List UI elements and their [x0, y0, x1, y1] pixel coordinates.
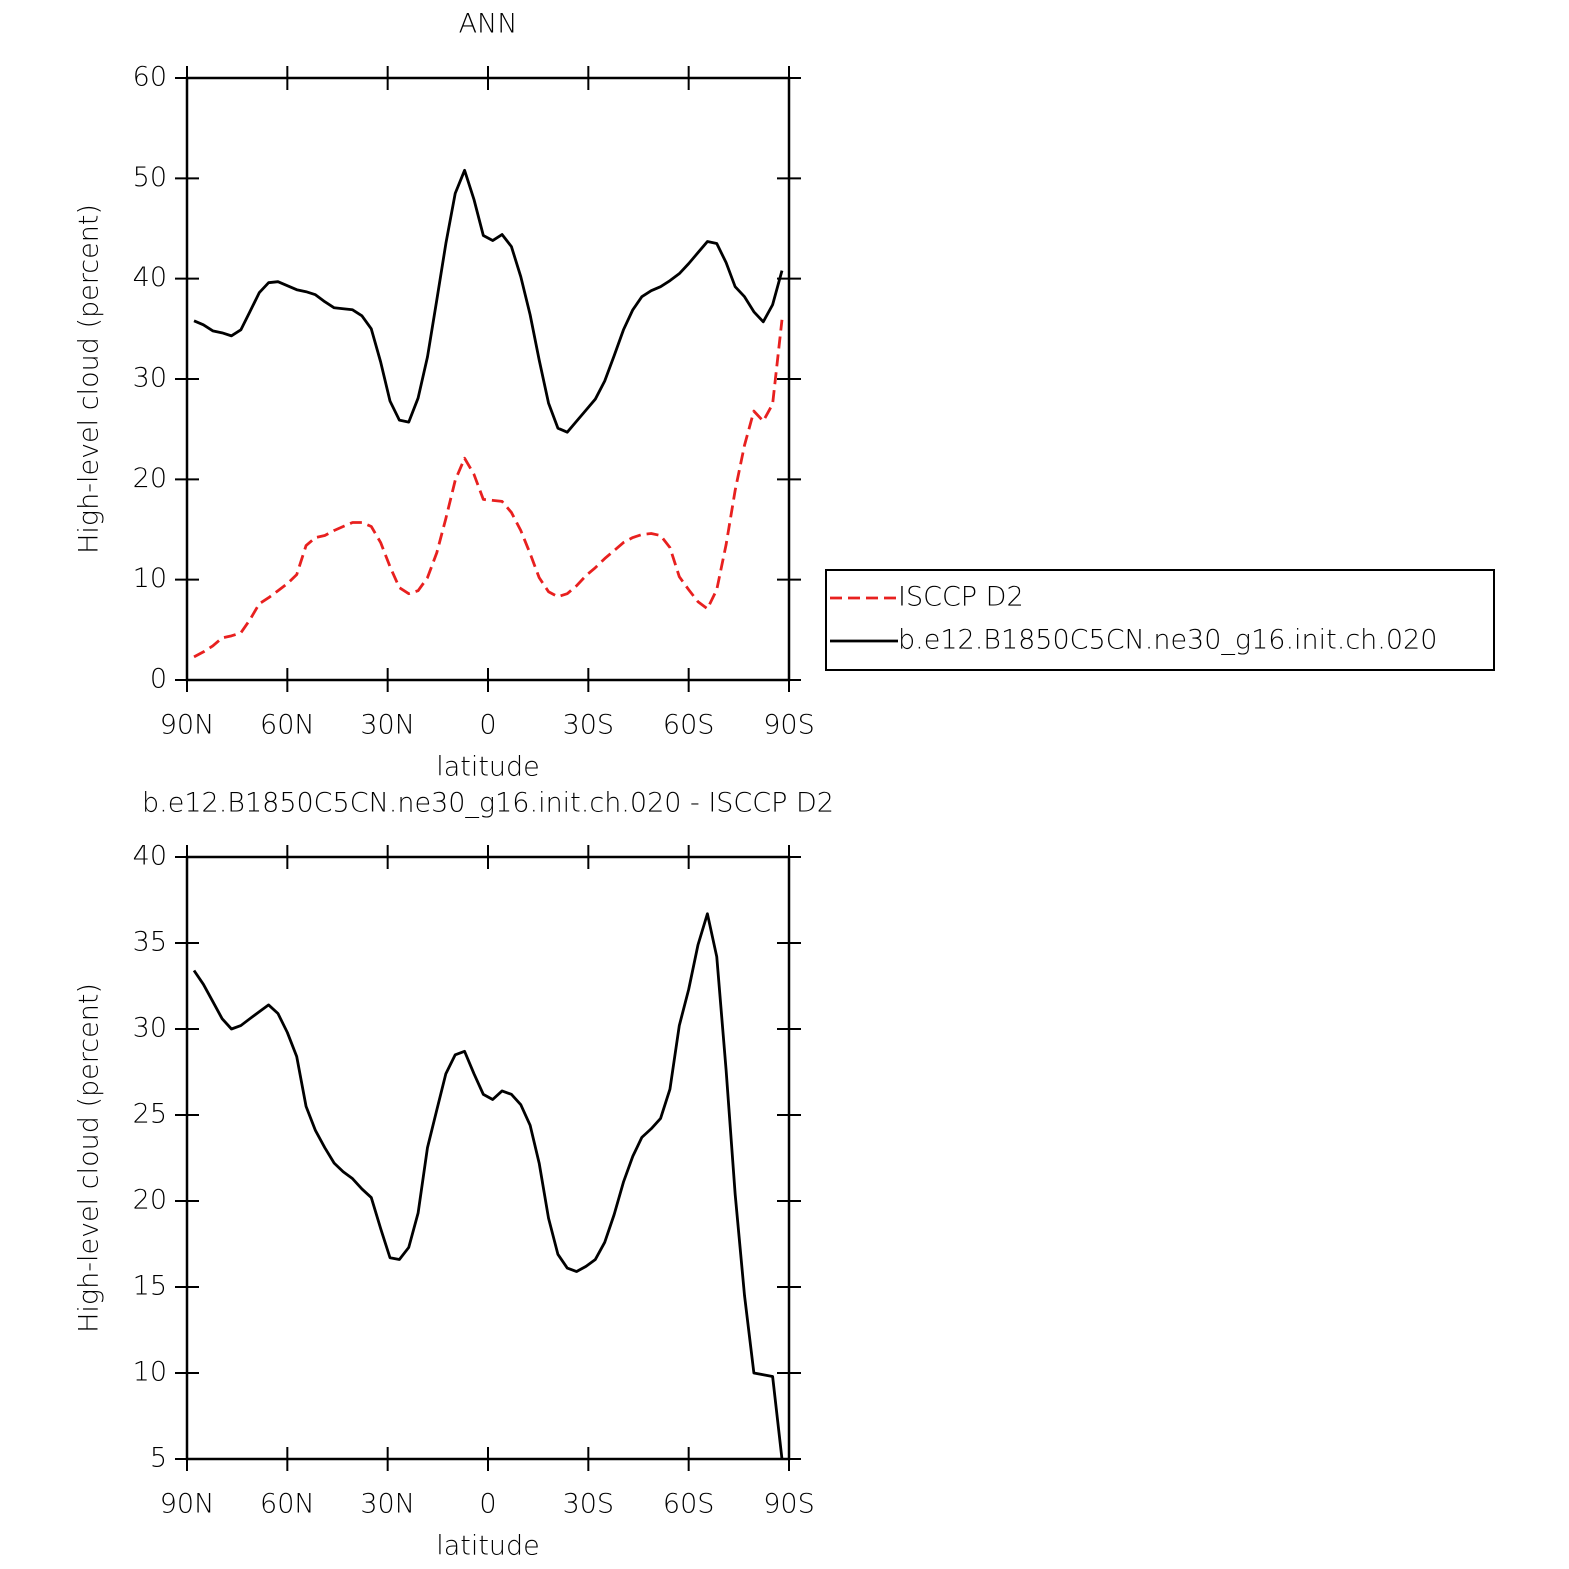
y-tick-label: 60 [133, 62, 167, 93]
x-tick-label: 90S [763, 1489, 815, 1520]
legend-box [825, 569, 1495, 671]
data-line [193, 319, 784, 659]
y-tick-label: 20 [133, 463, 167, 494]
x-tick-label: 90N [160, 710, 215, 741]
chart-title: ANN [459, 9, 518, 40]
x-tick-label: 30N [360, 710, 415, 741]
x-tick-label: 60N [260, 1489, 315, 1520]
legend-label: b.e12.B1850C5CN.ne30_g16.init.ch.020 [898, 625, 1437, 656]
y-axis-label: High-level cloud (percent) [74, 204, 105, 554]
data-line [193, 168, 784, 434]
y-tick-label: 20 [133, 1185, 167, 1216]
x-tick-label: 60S [663, 1489, 715, 1520]
y-tick-label: 30 [133, 363, 167, 394]
chart-title: b.e12.B1850C5CN.ne30_g16.init.ch.020 - I… [142, 788, 834, 819]
data-line [192, 912, 784, 1460]
y-tick-label: 5 [150, 1443, 167, 1474]
y-tick-label: 40 [133, 841, 167, 872]
x-tick-label: 0 [479, 710, 496, 741]
x-axis-label: latitude [436, 1531, 540, 1562]
x-axis-label: latitude [436, 752, 540, 783]
legend-label: ISCCP D2 [898, 582, 1024, 613]
x-tick-label: 30S [563, 1489, 615, 1520]
y-tick-label: 35 [133, 927, 167, 958]
x-tick-label: 30S [563, 710, 615, 741]
y-tick-label: 10 [133, 1357, 167, 1388]
x-tick-label: 90S [763, 710, 815, 741]
y-tick-label: 40 [133, 262, 167, 293]
y-tick-label: 25 [133, 1099, 167, 1130]
y-axis-label: High-level cloud (percent) [74, 983, 105, 1333]
x-tick-label: 90N [160, 1489, 215, 1520]
x-tick-label: 60N [260, 710, 315, 741]
y-tick-label: 10 [133, 563, 167, 594]
y-tick-label: 15 [133, 1271, 167, 1302]
y-tick-label: 30 [133, 1013, 167, 1044]
x-tick-label: 0 [479, 1489, 496, 1520]
x-tick-label: 30N [360, 1489, 415, 1520]
y-tick-label: 50 [133, 162, 167, 193]
x-tick-label: 60S [663, 710, 715, 741]
y-tick-label: 0 [150, 664, 167, 695]
